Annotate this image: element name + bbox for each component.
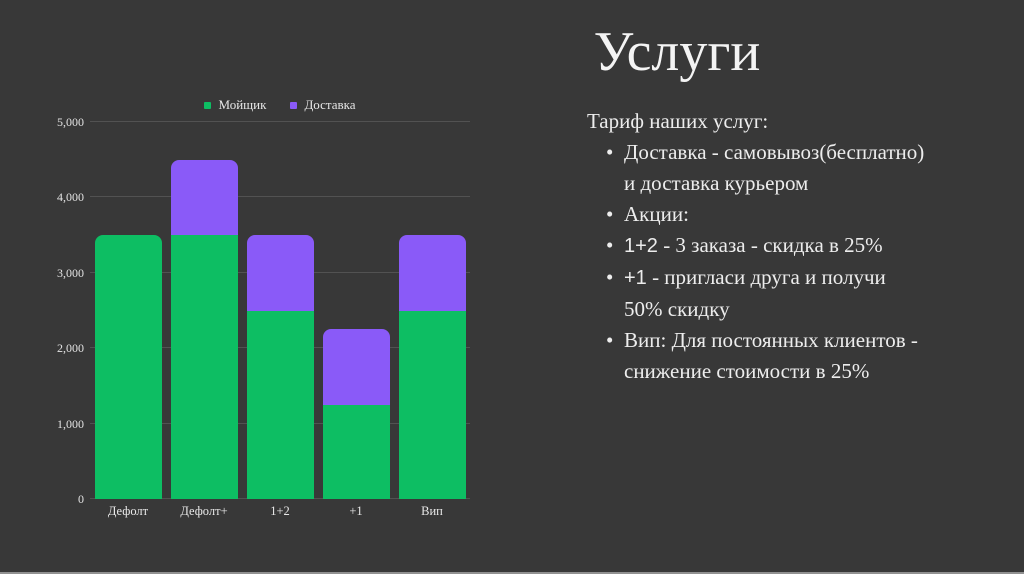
bullet-dot: • xyxy=(606,202,614,226)
bullet-text: - 3 заказа - скидка в 25% xyxy=(657,233,883,257)
x-axis: Дефолт Дефолт+ 1+2 +1 Вип xyxy=(90,504,470,524)
bullet-dot: • xyxy=(606,265,614,289)
bar-segment-Мойщик xyxy=(322,404,390,499)
x-axis-label: Вип xyxy=(421,504,443,518)
bar-segment-Мойщик xyxy=(94,235,162,499)
bullet-item: • Доставка - самовывоз(бесплатно) и достав… xyxy=(585,137,963,199)
bar-Дефолт xyxy=(94,235,162,499)
y-axis-label: 2,000 xyxy=(57,341,84,356)
bullet-line: снижение стоимости в 25% xyxy=(624,356,963,387)
legend-swatch-icon xyxy=(204,101,212,109)
bar-Вип xyxy=(398,235,466,499)
bullet-text: и доставка курьером xyxy=(624,171,809,195)
bar-+1 xyxy=(322,329,390,499)
tariff-bullet-list: • Доставка - самовывоз(бесплатно) и достав… xyxy=(585,137,963,387)
tariff-intro: Тариф наших услуг: xyxy=(587,109,769,133)
legend-item: Мойщик xyxy=(204,97,266,113)
legend-item: Доставка xyxy=(290,97,356,113)
y-axis-label: 5,000 xyxy=(57,115,84,129)
bullet-prefix: +1 xyxy=(624,267,647,289)
bullet-text: - пригласи друга и получи xyxy=(646,265,886,289)
bar-segment-Доставка xyxy=(398,235,466,311)
legend-swatch-icon xyxy=(290,101,298,109)
bullet-dot: • xyxy=(606,328,614,352)
bar-Дефолт+ xyxy=(170,159,238,499)
y-axis-label: 3,000 xyxy=(57,265,84,280)
bullet-prefix: 1+2 xyxy=(624,235,658,257)
chart-plot-area xyxy=(90,121,470,499)
bullet-item: • Вип: Для постоянных клиентов - снижение … xyxy=(585,325,963,387)
slide-title: Услуги xyxy=(593,21,761,83)
x-axis-label: Дефолт xyxy=(107,504,149,518)
x-axis-label: +1 xyxy=(349,504,363,518)
bar-1+2 xyxy=(246,235,314,499)
gridline xyxy=(90,196,470,198)
bar-segment-Мойщик xyxy=(170,235,238,499)
y-axis-label: 0 xyxy=(78,492,84,506)
bullet-item: • Акции: xyxy=(585,199,963,230)
gridline xyxy=(90,121,470,122)
bullet-line: Доставка - самовывоз(бесплатно) xyxy=(624,137,963,168)
bar-segment-Мойщик xyxy=(246,310,314,499)
bullet-line: Вип: Для постоянных клиентов - xyxy=(624,325,963,356)
x-axis-label: Дефолт+ xyxy=(180,504,228,518)
legend-label: Доставка xyxy=(304,97,356,112)
slide-bottom-edge xyxy=(0,572,1024,574)
y-axis-label: 1,000 xyxy=(57,416,84,431)
bar-segment-Доставка xyxy=(246,235,314,311)
bullet-item: • 1+2 - 3 заказа - скидка в 25% xyxy=(585,230,963,262)
bullet-text: Доставка - самовывоз(бесплатно) xyxy=(624,140,925,164)
bullet-dot: • xyxy=(606,140,614,164)
legend-label: Мойщик xyxy=(218,97,267,112)
bullet-line: и доставка курьером xyxy=(624,168,963,199)
bullet-item: • +1 - пригласи друга и получи 50% скидку xyxy=(585,262,963,325)
bullet-text: снижение стоимости в 25% xyxy=(624,359,870,383)
chart-legend: Мойщик Доставка xyxy=(90,97,470,113)
bar-segment-Доставка xyxy=(322,329,390,405)
y-axis: 0 1,000 2,000 3,000 4,000 5,000 xyxy=(0,115,84,506)
bar-segment-Доставка xyxy=(170,159,238,236)
bullet-line: +1 - пригласи друга и получи xyxy=(624,262,963,294)
bullet-text: 50% скидку xyxy=(624,297,730,321)
bullet-dot: • xyxy=(606,233,614,257)
bullet-text: Акции: xyxy=(624,202,689,226)
tariff-text-block: Тариф наших услуг: • Доставка - самовывоз… xyxy=(585,106,963,387)
bar-segment-Мойщик xyxy=(398,310,466,499)
x-axis-label: 1+2 xyxy=(270,504,290,518)
bullet-line: Акции: xyxy=(624,199,963,230)
y-axis-label: 4,000 xyxy=(57,190,84,205)
bullet-line: 50% скидку xyxy=(624,294,963,325)
bullet-text: Вип: Для постоянных клиентов - xyxy=(624,328,918,352)
bullet-line: 1+2 - 3 заказа - скидка в 25% xyxy=(624,230,963,262)
